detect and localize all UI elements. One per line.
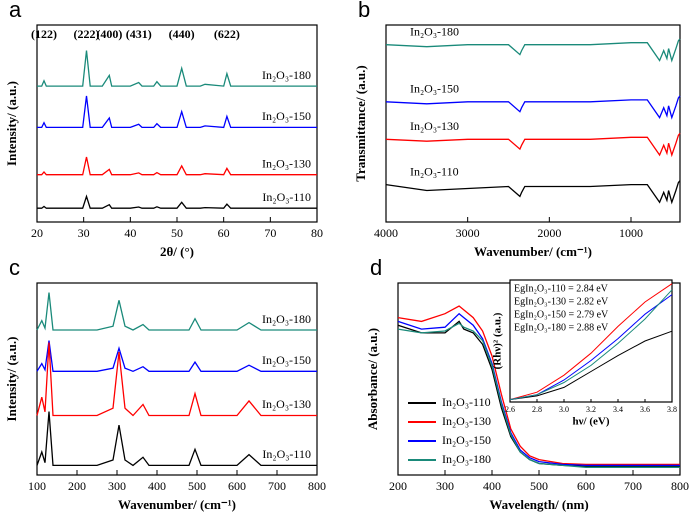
eg-label: EgIn₂O₃-180 = 2.88 eV: [514, 322, 609, 333]
y-axis-label: Transmittance/ (a.u.): [353, 65, 368, 181]
x-tick-label: 400: [483, 479, 501, 493]
x-tick-label: 800: [671, 479, 689, 493]
x-tick-label: 60: [218, 226, 230, 240]
x-tick-label: 3.6: [640, 405, 650, 414]
x-tick-label: 2000: [537, 226, 561, 240]
series-line: [37, 50, 317, 87]
panel-label: b: [358, 0, 370, 22]
x-tick-label: 50: [171, 226, 183, 240]
x-axis-label: 2θ/ (°): [160, 244, 194, 259]
x-axis-label: Wavelength/ (nm): [489, 497, 588, 512]
legend-label: In₂O₃-110: [442, 395, 491, 409]
x-tick-label: 40: [124, 226, 136, 240]
inset-frame: [509, 279, 673, 403]
x-tick-label: 3.8: [667, 405, 677, 414]
panel-label: d: [370, 255, 382, 280]
series-label: In₂O₃-130: [410, 119, 459, 133]
series-line: [37, 156, 317, 176]
series-line: [36, 411, 317, 467]
series-line: [509, 289, 673, 401]
series-label: In₂O₃-150: [262, 109, 311, 123]
series-line: [509, 330, 673, 401]
y-axis-label: Absorbance/ (a.u.): [365, 328, 380, 430]
legend-label: In₂O₃-130: [442, 414, 491, 428]
series-line: [385, 180, 681, 205]
x-tick-label: 20: [31, 226, 43, 240]
series-label: In₂O₃-110: [262, 447, 311, 461]
series-line: [397, 305, 680, 466]
x-tick-label: 700: [268, 479, 286, 493]
x-tick-label: 200: [389, 479, 407, 493]
x-tick-label: 3.2: [586, 405, 596, 414]
peak-label: (400): [96, 27, 122, 41]
x-tick-label: 200: [68, 479, 86, 493]
series-line: [36, 340, 317, 373]
eg-label: EgIn₂O₃-130 = 2.82 eV: [514, 296, 609, 307]
series-label: In₂O₃-180: [262, 68, 311, 82]
plot-frame: [36, 282, 318, 476]
x-tick-label: 1000: [619, 226, 643, 240]
x-tick-label: 800: [308, 479, 326, 493]
series-label: In₂O₃-180: [262, 312, 311, 326]
series-label: In₂O₃-150: [410, 82, 459, 96]
series-line: [385, 38, 681, 63]
x-tick-label: 80: [311, 226, 323, 240]
series-line: [37, 194, 317, 209]
x-tick-label: 30: [78, 226, 90, 240]
x-tick-label: 2.6: [505, 405, 515, 414]
x-tick-label: 300: [436, 479, 454, 493]
series-label: In₂O₃-130: [262, 156, 311, 170]
series-line: [385, 132, 681, 158]
series-line: [397, 322, 680, 468]
x-tick-label: 2.8: [532, 405, 542, 414]
y-axis-label: Intensity/ (a.u.): [4, 337, 19, 422]
eg-label: EgIn₂O₃-110 = 2.84 eV: [514, 283, 609, 294]
x-tick-label: 600: [577, 479, 595, 493]
eg-label: EgIn₂O₃-150 = 2.79 eV: [514, 309, 609, 320]
series-label: In₂O₃-180: [410, 24, 459, 38]
legend-label: In₂O₃-150: [442, 433, 491, 447]
series-line: [509, 283, 673, 401]
inset-y-label: (Rhν)² (a.u.): [492, 312, 504, 369]
x-tick-label: 100: [28, 479, 46, 493]
x-tick-label: 600: [228, 479, 246, 493]
x-tick-label: 700: [624, 479, 642, 493]
panel-label: a: [9, 0, 22, 22]
x-tick-label: 400: [148, 479, 166, 493]
panel-label: c: [9, 255, 20, 280]
series-line: [36, 342, 317, 417]
series-label: In₂O₃-150: [262, 353, 311, 367]
x-tick-label: 3.4: [613, 405, 623, 414]
inset-x-label: hν/ (eV): [573, 416, 610, 428]
x-tick-label: 3000: [456, 226, 480, 240]
y-axis-label: Intensity/ (a.u.): [4, 81, 19, 166]
peak-label: (622): [214, 27, 240, 41]
x-tick-label: 500: [530, 479, 548, 493]
series-label: In₂O₃-130: [262, 397, 311, 411]
x-axis-label: Wavenumber/ (cm⁻¹): [474, 244, 592, 259]
legend-label: In₂O₃-180: [442, 452, 491, 466]
series-label: In₂O₃-110: [410, 164, 459, 178]
x-tick-label: 500: [188, 479, 206, 493]
x-axis-label: Wavenumber/ (cm⁻¹): [118, 497, 236, 512]
x-tick-label: 4000: [374, 226, 398, 240]
x-tick-label: 3.0: [559, 405, 569, 414]
x-tick-label: 300: [108, 479, 126, 493]
peak-label: (122): [31, 27, 57, 41]
x-tick-label: 70: [264, 226, 276, 240]
series-line: [385, 95, 681, 120]
peak-label: (431): [126, 27, 152, 41]
series-line: [37, 95, 317, 129]
series-line: [36, 292, 317, 331]
peak-label: (440): [169, 27, 195, 41]
plot-frame: [385, 24, 681, 223]
series-label: In₂O₃-110: [262, 190, 311, 204]
peak-label: (222): [73, 27, 99, 41]
